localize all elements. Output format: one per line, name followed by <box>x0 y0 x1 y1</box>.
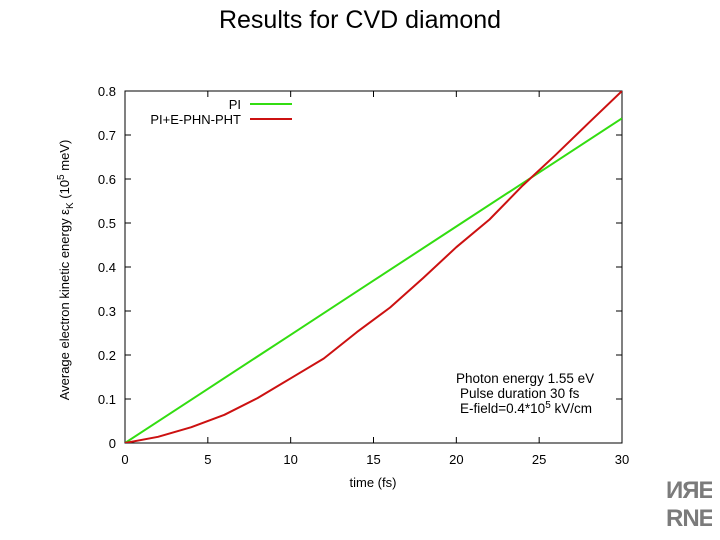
y-tick-label: 0.1 <box>98 392 116 407</box>
legend-label-pi-e-phn-pht: PI+E-PHN-PHT <box>150 112 241 127</box>
x-tick-label: 25 <box>532 452 546 467</box>
annotation-e-field-prefix: E-field=0.4*10 <box>460 401 545 416</box>
annotation-e-field-superscript: 5 <box>545 400 551 411</box>
y-tick-label: 0.2 <box>98 348 116 363</box>
y-tick-label: 0.8 <box>98 84 116 99</box>
annotation: Photon energy 1.55 eV Pulse duration 30 … <box>456 371 594 416</box>
x-tick-label: 0 <box>121 452 128 467</box>
y-axis-label-suffix: meV) <box>57 140 72 175</box>
legend-label-pi: PI <box>229 97 241 112</box>
y-tick-label: 0.5 <box>98 216 116 231</box>
y-axis-label-mid: (10 <box>57 180 72 202</box>
slide-title: Results for CVD diamond <box>218 6 502 34</box>
logo-text-top: ИЯЕ <box>666 477 712 504</box>
y-tick-label: 0.4 <box>98 260 116 275</box>
x-tick-label: 15 <box>366 452 380 467</box>
x-axis-label: time (fs) <box>350 475 397 490</box>
series-line-pi-e-phn-pht <box>125 91 622 443</box>
y-tick-label: 0.3 <box>98 304 116 319</box>
annotation-photon-energy: Photon energy 1.55 eV <box>456 371 594 386</box>
axis-ticks: 0 5 10 15 20 25 30 0 0.1 0.2 0.3 0.4 0.5 0.6 0.7 0.8 <box>98 84 629 467</box>
annotation-pulse-duration: Pulse duration 30 fs <box>460 386 580 401</box>
series-layer <box>125 91 622 443</box>
x-tick-label: 5 <box>204 452 211 467</box>
annotation-e-field-suffix: kV/cm <box>551 401 592 416</box>
series-line-pi <box>125 117 622 443</box>
x-tick-label: 10 <box>283 452 297 467</box>
logo-text-bottom: RNE <box>666 505 712 530</box>
legend: PI PI+E-PHN-PHT <box>150 97 292 127</box>
y-tick-label: 0 <box>109 436 116 451</box>
y-tick-label: 0.6 <box>98 172 116 187</box>
y-axis-label-superscript: 5 <box>56 174 67 180</box>
y-tick-label: 0.7 <box>98 128 116 143</box>
x-tick-label: 20 <box>449 452 463 467</box>
y-axis-label: Average electron kinetic energy εK (105 … <box>56 140 76 401</box>
institute-logo: ИЯЕ RNE <box>666 477 712 530</box>
y-axis-label-prefix: Average electron kinetic energy ε <box>57 209 72 400</box>
x-tick-label: 30 <box>615 452 629 467</box>
annotation-e-field: E-field=0.4*105 kV/cm <box>460 400 592 416</box>
y-axis-label-subscript: K <box>65 202 76 209</box>
